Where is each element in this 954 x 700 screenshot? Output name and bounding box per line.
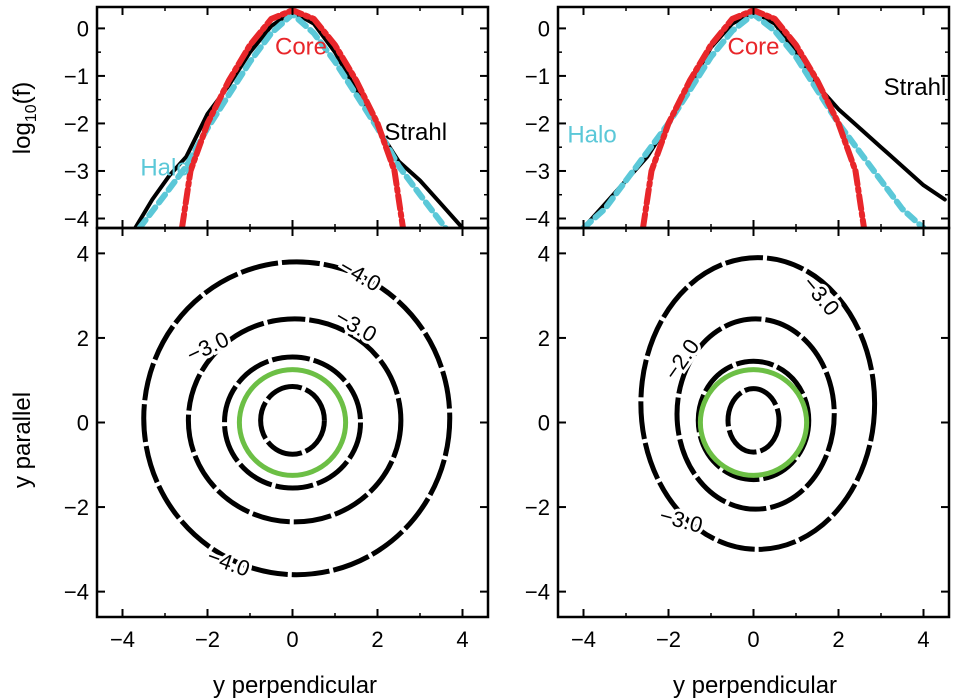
y-tick-label: 2 [77,326,89,351]
y-tick-label: −4 [64,580,89,605]
annotation-strahl: Strahl [884,74,947,101]
y-tick-label: −4 [525,206,550,231]
contour-line [222,354,363,491]
y-tick-label: 4 [77,241,89,266]
y-tick-label: −2 [525,111,550,136]
contour-label: −3.0 [657,503,705,538]
contour-line [638,255,878,552]
contour-label: −3.0 [798,271,845,320]
y-tick-label: 0 [77,16,89,41]
ylabel-top: log10(f) [9,82,40,154]
x-tick-label: −4 [110,627,135,652]
y-tick-label: 0 [77,411,89,436]
y-tick-label: 0 [538,411,550,436]
y-tick-label: −2 [64,111,89,136]
axes-frame [556,226,951,619]
annotation-halo: Halo [140,155,189,182]
y-tick-label: 0 [538,16,550,41]
panel-top-left: Core Strahl Halo 0 −1 −2 −3 −4 [64,5,490,231]
reference-circle [236,367,349,478]
x-tick-label: 2 [832,627,844,652]
contour-label: −3.0 [331,304,381,347]
x-tick-label: −2 [195,627,220,652]
contour-line [725,386,782,455]
y-tick-label: −2 [64,495,89,520]
ylabel-bottom: y parallel [9,392,36,488]
y-tick-label: −2 [525,495,550,520]
x-tick-label: 4 [456,627,468,652]
contour-label: −4.0 [204,543,253,581]
contour-label: −4.0 [335,253,385,296]
y-tick-label: 4 [538,241,550,266]
y-tick-label: −4 [64,206,89,231]
axes-frame [95,226,490,619]
y-tick-label: −1 [525,64,550,89]
annotation-core: Core [275,34,327,61]
x-tick-label: −2 [656,627,681,652]
contour-label: −2.0 [659,334,704,384]
x-tick-label: −4 [571,627,596,652]
panel-bottom-right: −3.0 −2.0 −3.0 4 2 0 −2 −4 −4 −2 0 2 4 [525,226,951,652]
x-tick-label: 0 [747,627,759,652]
plot-area: −4.0−3.0−3.0−4.0 [141,250,453,585]
x-tick-label: 2 [371,627,383,652]
panels: Core Strahl Halo 0 −1 −2 −3 −4 Core Strahl Halo 0 −1… [64,5,951,652]
y-tick-label: 2 [538,326,550,351]
x-tick-label: 4 [917,627,929,652]
contour-line [258,384,327,457]
y-tick-label: −3 [64,159,89,184]
plot-area: −3.0 −2.0 −3.0 [638,255,878,552]
y-tick-label: −3 [525,159,550,184]
reference-circle [697,367,810,478]
contour-line [185,316,404,525]
y-tick-label: −4 [525,580,550,605]
plot-area: Core Strahl Halo [133,7,465,228]
contour-line [141,259,453,578]
annotation-strahl: Strahl [384,119,447,146]
plot-area: Core Strahl Halo [567,7,947,228]
y-tick-label: −1 [64,64,89,89]
annotation-halo: Halo [567,121,616,148]
xlabel-right: y perpendicular [673,672,837,699]
xlabel-left: y perpendicular [213,672,377,699]
annotation-core: Core [727,34,779,61]
contour-line [674,316,837,512]
x-tick-label: 0 [286,627,298,652]
panel-top-right: Core Strahl Halo 0 −1 −2 −3 −4 [525,5,951,231]
